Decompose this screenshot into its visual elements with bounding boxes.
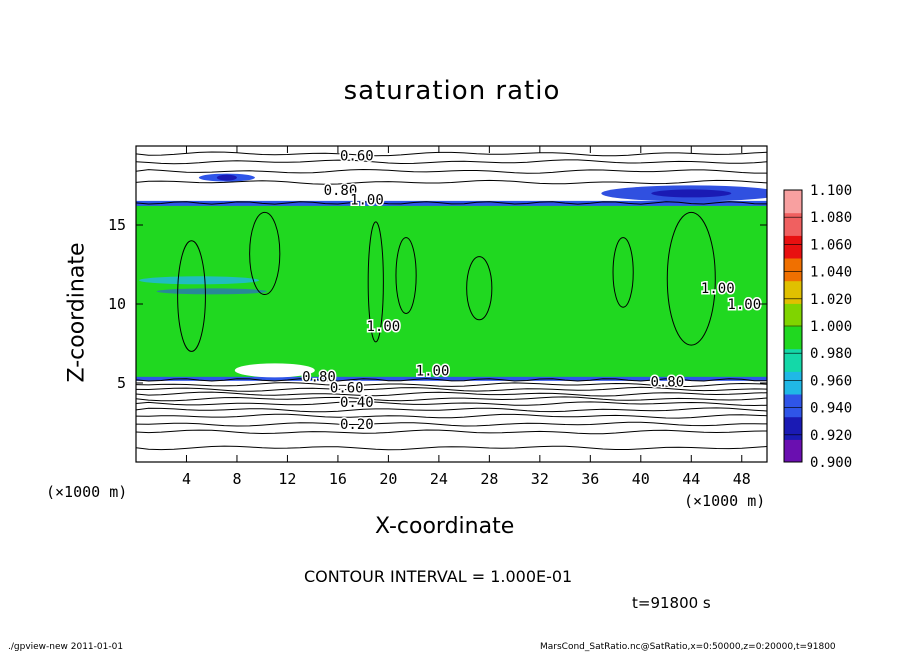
contour-loop — [666, 211, 716, 346]
colorbar-swatch — [784, 394, 802, 418]
contour-label-0: 0.60 — [340, 148, 374, 164]
contour-line — [136, 159, 767, 165]
x-tick-label: 36 — [581, 470, 599, 488]
x-tick-label: 44 — [682, 470, 700, 488]
x-axis-label: X-coordinate — [375, 514, 515, 539]
colorbar-swatch — [784, 280, 802, 304]
z-unit-label: (×1000 m) — [684, 492, 766, 510]
colorbar-label: 1.020 — [810, 292, 852, 308]
contour-line — [136, 179, 767, 185]
contour-label-2: 1.00 — [350, 193, 384, 209]
y-axis-label: Z-coordinate — [64, 242, 90, 383]
contour-line — [136, 401, 767, 407]
contour-loop — [395, 237, 417, 314]
contour-label-3: 1.00 — [366, 319, 400, 335]
x-tick-label: 20 — [379, 470, 397, 488]
y-tick-label: 10 — [108, 295, 126, 313]
contour-line — [136, 151, 767, 157]
contour-line — [136, 386, 767, 392]
contour-label-6: 1.00 — [727, 297, 761, 313]
contour-line — [136, 396, 767, 402]
colorbar-swatch — [784, 416, 802, 440]
colorbar-swatch — [784, 348, 802, 372]
y-tick-label: 5 — [117, 374, 126, 392]
contour-line — [136, 429, 767, 435]
colorbar-label: 0.960 — [810, 373, 852, 389]
colorbar-swatch — [784, 235, 802, 259]
x-tick-label: 28 — [480, 470, 498, 488]
contour-line — [136, 407, 767, 413]
x-tick-label: 48 — [733, 470, 751, 488]
contour-line-upper — [136, 201, 767, 205]
colorbar-label: 1.080 — [810, 210, 852, 226]
contour-line — [136, 168, 767, 174]
x-tick-label: 32 — [531, 470, 549, 488]
x-tick-label: 16 — [329, 470, 347, 488]
contour-line — [136, 382, 767, 388]
colorbar-swatch — [784, 212, 802, 236]
contour-line — [136, 421, 767, 427]
cyan-streak — [139, 276, 260, 285]
x-unit-label: (×1000 m) — [46, 483, 128, 501]
colorbar-label: 0.900 — [810, 455, 852, 471]
time-label: t=91800 s — [632, 594, 711, 612]
contour-interval-note: CONTOUR INTERVAL = 1.000E-01 — [304, 567, 573, 586]
x-tick-label: 8 — [232, 470, 241, 488]
x-tick-label: 12 — [278, 470, 296, 488]
contour-line-lower — [136, 378, 767, 382]
white-patch — [234, 363, 315, 378]
blue-core-left — [216, 174, 237, 181]
colorbar-label: 1.040 — [810, 265, 852, 281]
colorbar-label: 0.980 — [810, 346, 852, 362]
colorbar-label: 1.000 — [810, 319, 852, 335]
upper-blue-core — [651, 189, 732, 198]
upper-edge-fringe — [136, 200, 767, 206]
chart-title: saturation ratio — [343, 76, 561, 106]
contour-loop — [612, 237, 634, 308]
colorbar-swatch — [784, 371, 802, 395]
colorbar-label: 0.940 — [810, 401, 852, 417]
contour-loop — [177, 240, 206, 352]
y-tick-label: 15 — [108, 216, 126, 234]
contour-label-10: 0.40 — [340, 395, 374, 411]
contour-loop — [466, 256, 493, 321]
contour-label-4: 1.00 — [416, 363, 450, 379]
colorbar-swatch — [784, 303, 802, 327]
colorbar-swatch — [784, 258, 802, 282]
contour-label-9: 0.80 — [650, 374, 684, 390]
contour-label-7: 0.80 — [302, 370, 336, 386]
x-tick-label: 40 — [632, 470, 650, 488]
colorbar-label: 0.920 — [810, 428, 852, 444]
blue-streak — [156, 288, 267, 295]
colorbar-swatch — [784, 190, 802, 214]
contour-line — [136, 391, 767, 397]
footer-source: MarsCond_SatRatio.nc@SatRatio,x=0:50000,… — [540, 642, 836, 652]
contour-label-11: 0.20 — [340, 417, 374, 433]
contour-label-8: 0.60 — [330, 381, 364, 397]
colorbar-swatch — [784, 439, 802, 463]
contour-loop — [367, 221, 384, 343]
x-tick-label: 24 — [430, 470, 448, 488]
contour-label-1: 0.80 — [324, 183, 358, 199]
x-tick-label: 4 — [182, 470, 191, 488]
colorbar-label: 1.100 — [810, 183, 852, 199]
colorbar-swatch — [784, 326, 802, 350]
contour-line — [136, 445, 767, 451]
contour-loop — [249, 211, 281, 296]
lower-edge-fringe — [136, 376, 767, 381]
colorbar-label: 1.060 — [810, 237, 852, 253]
footer-program: ./gpview-new 2011-01-01 — [8, 642, 124, 652]
contour-line — [136, 413, 767, 419]
contour-label-5: 1.00 — [701, 281, 735, 297]
